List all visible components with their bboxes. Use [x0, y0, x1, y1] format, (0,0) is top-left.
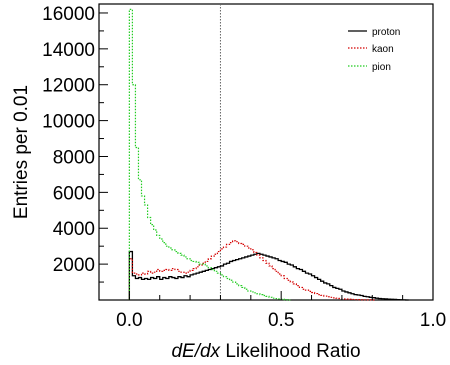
y-tick-label: 2000: [53, 255, 95, 276]
plot-area: 0.0 0.5 1.0 2000 4000 6000 8000 10000 12000 1400…: [42, 3, 446, 331]
legend-label-kaon: kaon: [372, 44, 394, 55]
x-axis-label: dE/dx Likelihood Ratio: [171, 341, 360, 362]
x-tick-label: 1.0: [420, 310, 446, 331]
x-tick-label: 0.0: [116, 310, 142, 331]
series-kaon: [128, 240, 376, 301]
legend-item-kaon: kaon: [348, 44, 394, 55]
legend-label-pion: pion: [372, 62, 391, 73]
y-tick-label: 12000: [42, 76, 95, 97]
y-tick-label: 8000: [53, 147, 95, 168]
y-axis-label: Entries per 0.01: [11, 85, 32, 219]
legend: proton kaon pion: [348, 27, 400, 73]
y-tick-label: 10000: [42, 112, 95, 133]
y-tick-label: 4000: [53, 219, 95, 240]
y-axis-ticks: 2000 4000 6000 8000 10000 12000 14000 16000: [42, 4, 108, 283]
x-axis-ticks: 0.0 0.5 1.0: [98, 291, 446, 331]
plot-frame: [98, 3, 434, 301]
legend-item-pion: pion: [348, 62, 391, 73]
series-proton: [128, 250, 409, 301]
legend-item-proton: proton: [348, 27, 400, 38]
x-axis-label-rest: Likelihood Ratio: [225, 341, 360, 362]
legend-label-proton: proton: [372, 27, 400, 38]
series-pion: [128, 8, 291, 301]
y-tick-label: 14000: [42, 40, 95, 61]
series-layer: [128, 8, 409, 301]
y-tick-label: 6000: [53, 183, 95, 204]
y-tick-label: 16000: [42, 4, 95, 25]
x-tick-label: 0.5: [268, 310, 294, 331]
x-axis-label-italic: dE/dx: [171, 341, 221, 362]
